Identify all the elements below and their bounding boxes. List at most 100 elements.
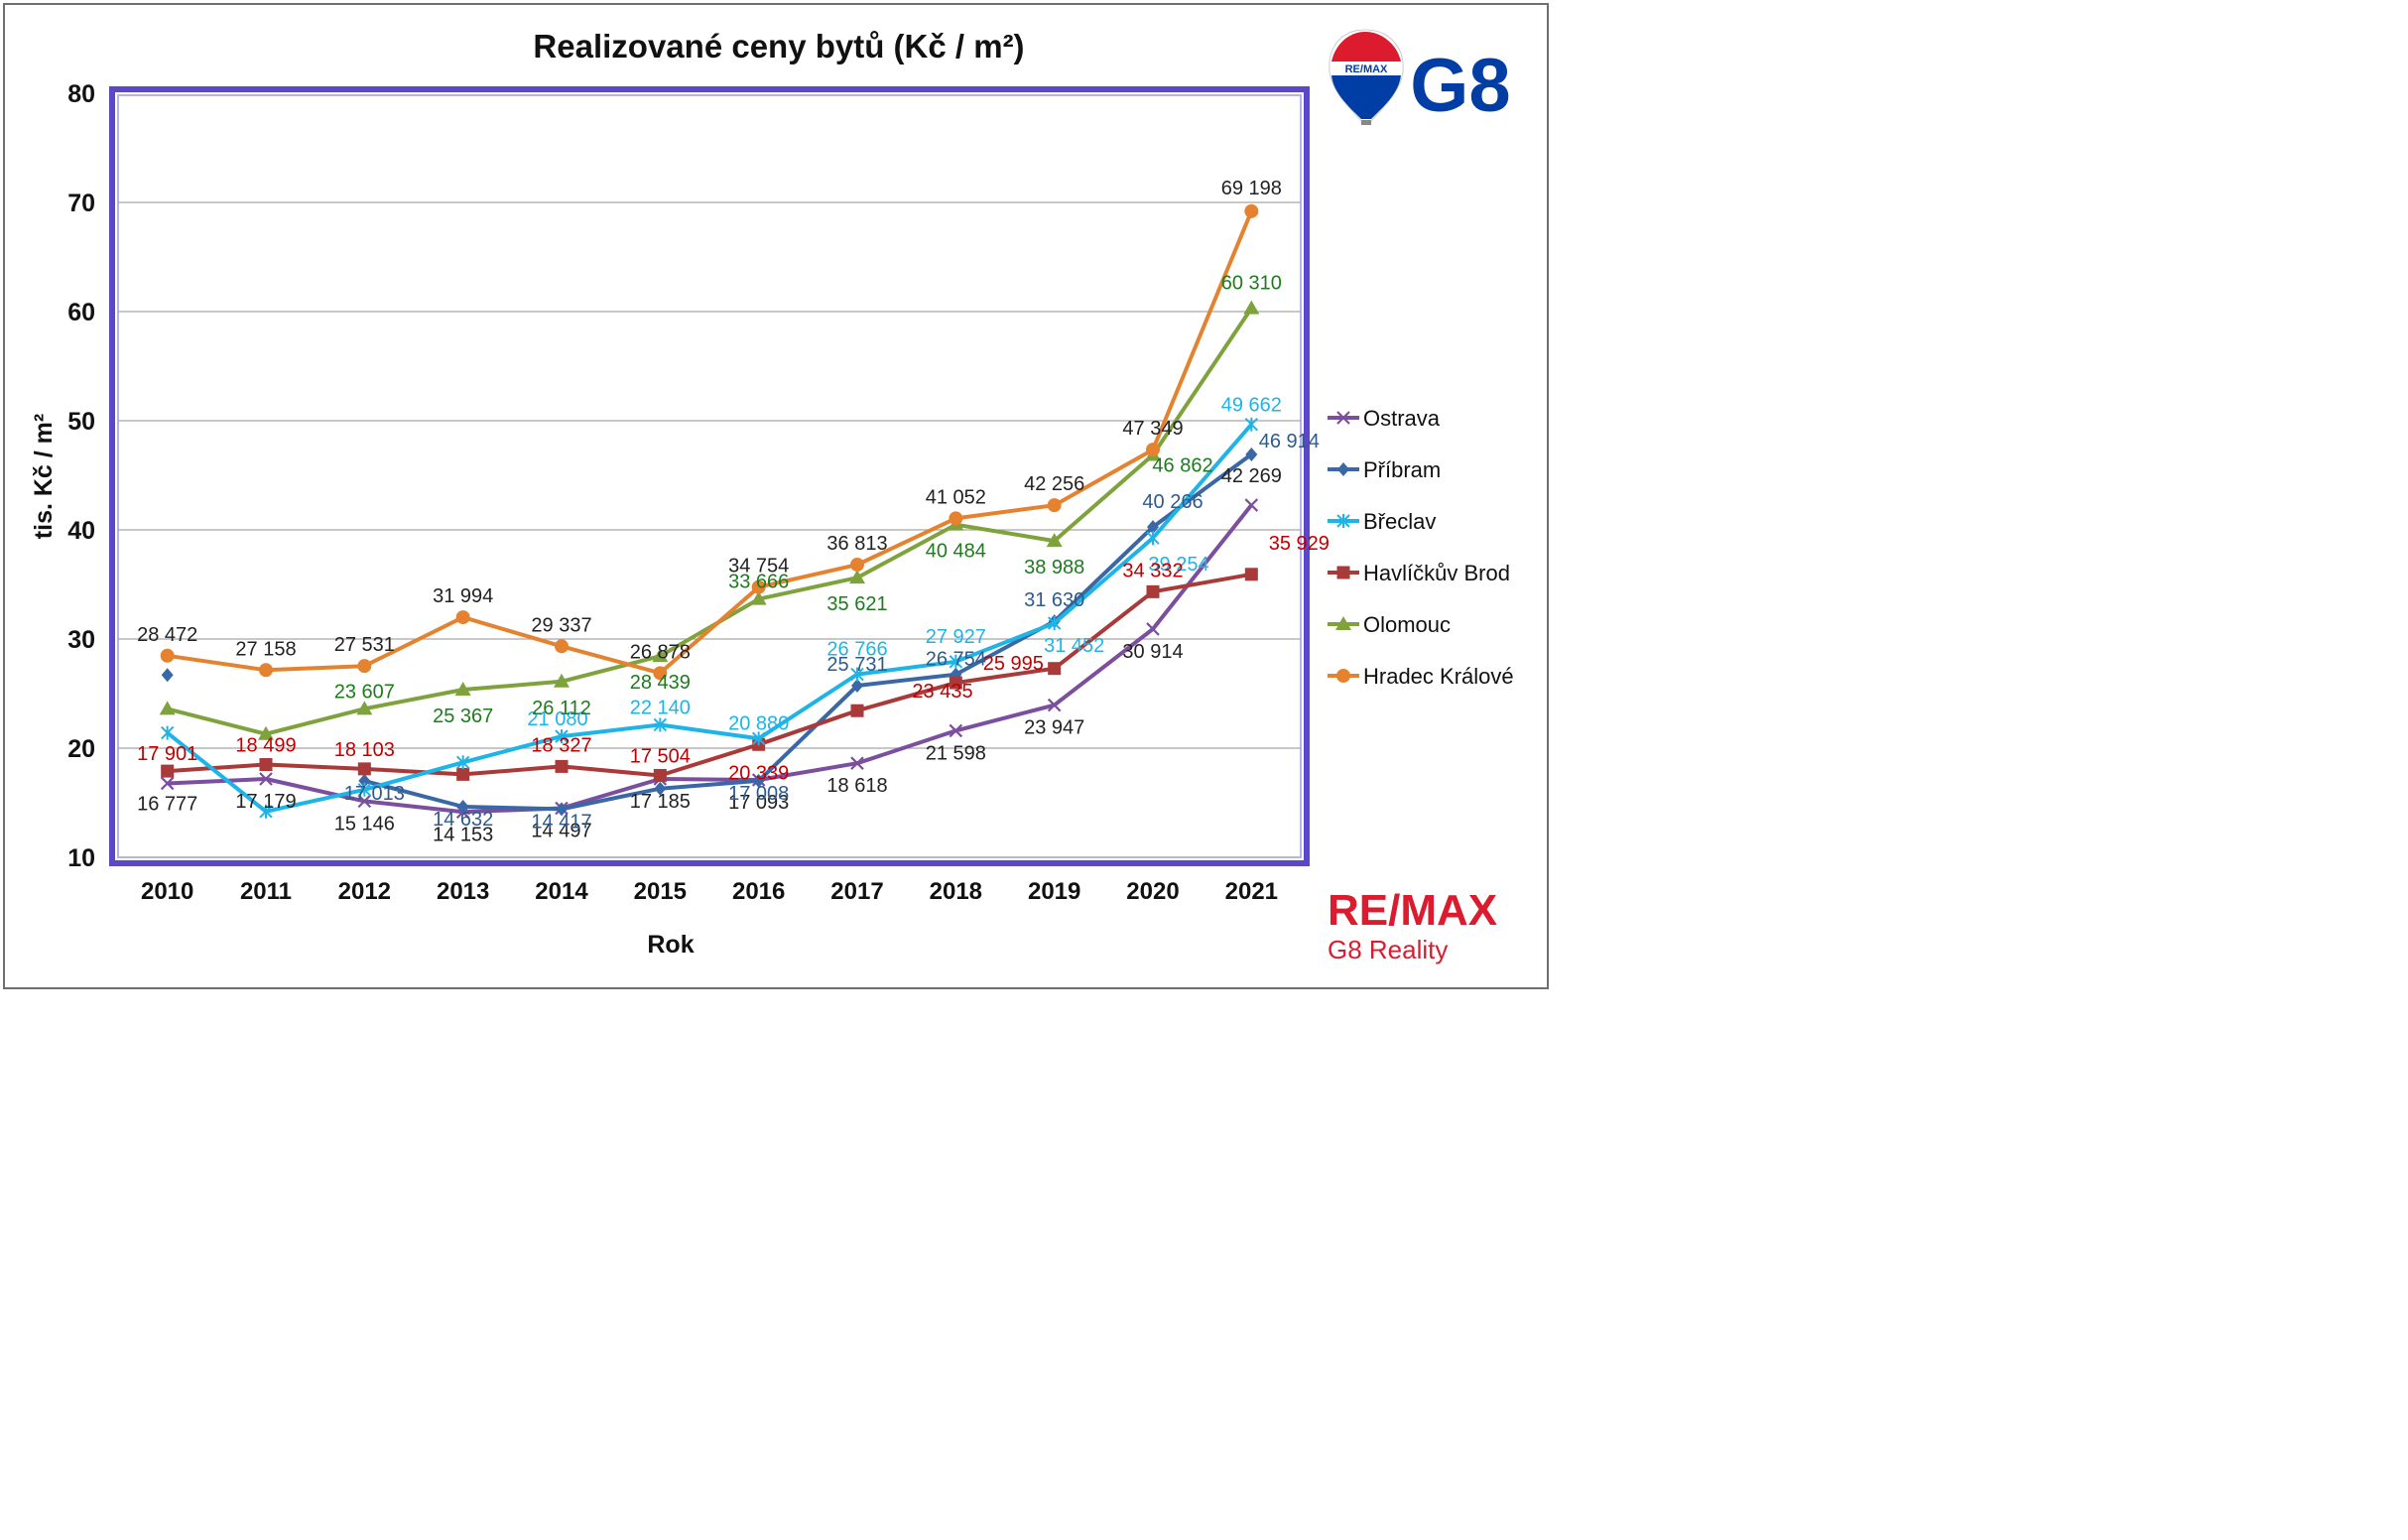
g8-reality-text: G8 Reality: [1328, 935, 1448, 964]
x-axis-title: Rok: [647, 931, 694, 959]
series-lines: [159, 203, 1260, 820]
y-tick-label: 40: [67, 517, 95, 545]
data-label: 69 198: [1221, 178, 1282, 199]
data-label: 34 332: [1122, 560, 1183, 581]
legend-item: Olomouc: [1328, 612, 1451, 637]
legend-item: Hradec Králové: [1328, 664, 1514, 689]
gridlines: [118, 201, 1301, 749]
x-tick-label: 2013: [437, 878, 489, 905]
x-tick-label: 2019: [1028, 878, 1080, 905]
data-point: [1047, 698, 1062, 712]
data-point: [1244, 203, 1259, 218]
data-point: [259, 663, 273, 678]
balloon-logo-text: RE/MAX: [1345, 64, 1388, 75]
data-point: [1146, 584, 1160, 598]
x-tick-label: 2010: [141, 878, 193, 905]
data-label: 39 254: [1148, 554, 1208, 576]
data-point: [554, 673, 570, 688]
data-point: [653, 768, 667, 782]
data-point: [949, 676, 962, 690]
data-label: 17 179: [235, 791, 296, 813]
data-label: 17 008: [728, 783, 789, 805]
data-point: [356, 701, 373, 715]
data-label: 26 766: [826, 639, 887, 661]
data-label: 36 813: [826, 533, 887, 555]
data-label: 31 452: [1044, 635, 1104, 657]
data-label: 34 754: [728, 556, 789, 578]
data-point: [1047, 498, 1062, 513]
data-label: 25 995: [983, 653, 1044, 675]
data-point: [850, 756, 864, 770]
data-label: 42 256: [1024, 473, 1084, 495]
data-label: 40 266: [1142, 491, 1203, 513]
y-tick-label: 60: [67, 299, 95, 326]
data-point: [1244, 498, 1259, 512]
data-point: [751, 579, 766, 594]
chart-title: Realizované ceny bytů (Kč / m²): [533, 28, 1024, 64]
data-label: 14 497: [531, 821, 591, 842]
data-label: 17 185: [630, 791, 691, 813]
data-point: [159, 701, 176, 715]
data-label: 40 484: [926, 541, 986, 563]
data-label: 17 504: [630, 745, 691, 767]
data-point: [456, 767, 470, 781]
data-point: [1146, 622, 1160, 636]
data-label: 26 878: [630, 641, 691, 663]
series-hradec-králové: [160, 203, 1259, 681]
x-tick-label: 2020: [1126, 878, 1179, 905]
data-label: 16 777: [137, 793, 197, 815]
data-point: [357, 659, 372, 674]
data-point: [751, 731, 766, 746]
data-point: [258, 725, 274, 740]
y-tick-label: 70: [67, 190, 95, 217]
data-label: 33 666: [728, 572, 789, 593]
data-point: [358, 773, 371, 788]
data-label: 28 439: [630, 672, 691, 694]
data-point: [1048, 662, 1062, 676]
data-point: [160, 725, 175, 740]
data-label: 14 417: [531, 811, 591, 833]
data-point: [1146, 531, 1160, 546]
data-point: [750, 590, 767, 605]
data-label: 49 662: [1221, 395, 1282, 417]
data-label: 38 988: [1024, 557, 1084, 578]
data-label: 25 731: [826, 654, 887, 676]
legend: Ostrava Příbram Břeclav Havlíčkův Brod Olomo…: [1328, 406, 1514, 689]
data-label: 60 310: [1221, 273, 1282, 295]
series-line: [363, 452, 1253, 812]
legend-label: Ostrava: [1363, 406, 1441, 431]
data-label: 15 146: [334, 813, 395, 834]
data-point: [850, 704, 864, 717]
data-point: [160, 648, 175, 663]
data-point: [1244, 568, 1258, 581]
data-point: [949, 723, 963, 738]
data-point: [1147, 520, 1159, 535]
data-point: [455, 755, 470, 770]
data-point: [850, 558, 864, 573]
data-label: 28 472: [137, 624, 197, 646]
y-tick-label: 50: [67, 408, 95, 436]
data-point: [1046, 533, 1063, 548]
data-label: 14 153: [433, 824, 493, 845]
data-label: 23 435: [912, 681, 972, 703]
legend-marker: [1336, 566, 1350, 579]
data-point: [555, 759, 569, 773]
legend-marker: [1336, 669, 1350, 683]
legend-marker: [1336, 514, 1350, 528]
x-tick-label: 2018: [930, 878, 982, 905]
data-label: 18 103: [334, 739, 395, 761]
data-labels: 16 777 17 179 15 146 14 153 14 497 17 185 17 0…: [137, 178, 1330, 845]
data-label: 17 093: [728, 792, 789, 814]
data-label: 47 349: [1122, 418, 1183, 440]
x-tick-label: 2014: [535, 878, 588, 905]
data-label: 27 927: [926, 626, 986, 648]
series-line: [167, 210, 1254, 676]
data-label: 25 367: [433, 706, 493, 727]
data-point: [849, 570, 865, 584]
data-point: [851, 678, 863, 693]
x-tick-label: 2021: [1225, 878, 1278, 905]
legend-item: Příbram: [1328, 457, 1441, 482]
data-label: 22 140: [630, 697, 691, 718]
legend-label: Olomouc: [1363, 612, 1451, 637]
data-point: [1243, 300, 1260, 315]
